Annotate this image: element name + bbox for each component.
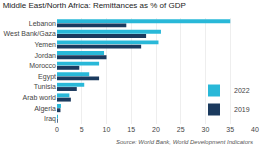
- svg-text:2019: 2019: [234, 106, 250, 113]
- svg-text:Yemen: Yemen: [34, 41, 56, 48]
- svg-text:0: 0: [55, 126, 59, 133]
- svg-text:2022: 2022: [234, 87, 250, 94]
- svg-text:Iraq: Iraq: [44, 115, 56, 123]
- svg-text:40: 40: [251, 126, 259, 133]
- svg-text:Egypt: Egypt: [38, 73, 56, 81]
- svg-text:Jordan: Jordan: [35, 52, 57, 59]
- svg-text:Algeria: Algeria: [34, 105, 56, 113]
- svg-text:Arab world: Arab world: [23, 94, 57, 101]
- svg-text:30: 30: [202, 126, 210, 133]
- svg-text:35: 35: [226, 126, 234, 133]
- svg-text:15: 15: [127, 126, 135, 133]
- svg-text:Middle East/North Africa: Remi: Middle East/North Africa: Remittances as…: [3, 1, 186, 10]
- svg-text:Lebanon: Lebanon: [29, 20, 56, 27]
- svg-text:Tunisia: Tunisia: [34, 83, 56, 90]
- svg-text:10: 10: [103, 126, 111, 133]
- svg-text:West Bank/Gaza: West Bank/Gaza: [4, 30, 57, 37]
- svg-text:20: 20: [152, 126, 160, 133]
- svg-text:25: 25: [177, 126, 185, 133]
- svg-text:5: 5: [80, 126, 84, 133]
- svg-text:Source: World Bank, World Deve: Source: World Bank, World Development In…: [116, 139, 253, 145]
- svg-text:Morocco: Morocco: [29, 62, 56, 69]
